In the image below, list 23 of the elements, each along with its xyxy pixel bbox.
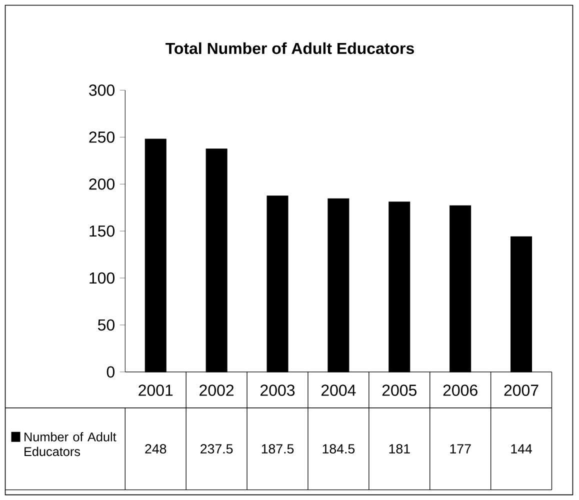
y-tick-label: 200 [89,178,114,190]
data-label: 177 [450,444,471,454]
chart-title: Total Number of Adult Educators [166,42,414,54]
data-label: 187.5 [262,444,294,454]
legend-label: Number of Adult Educators [24,432,116,456]
x-tick-label: 2002 [200,384,234,396]
x-tick-label: 2005 [382,384,416,396]
data-label: 248 [145,444,166,454]
y-tick-label: 100 [90,272,114,284]
data-label: 144 [511,444,532,454]
x-tick-label: 2006 [443,384,478,396]
data-label: 181 [389,444,410,454]
x-tick-label: 2001 [138,384,173,396]
data-label: 237.5 [200,444,233,454]
data-label: 184.5 [322,444,355,454]
y-tick-label: 0 [106,366,115,378]
y-tick-label: 150 [90,225,114,237]
x-tick-label: 2003 [260,384,295,396]
y-tick-label: 250 [89,131,114,143]
x-tick-label: 2004 [321,384,356,396]
y-tick-label: 300 [89,84,114,96]
x-tick-label: 2007 [504,384,538,396]
y-tick-label: 50 [98,319,114,331]
